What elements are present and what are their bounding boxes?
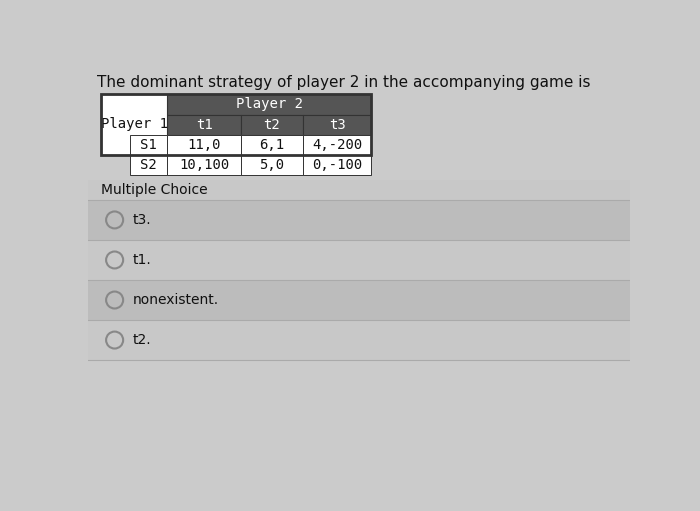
Text: The dominant strategy of player 2 in the accompanying game is: The dominant strategy of player 2 in the… bbox=[97, 75, 590, 90]
Bar bbox=[130, 155, 167, 175]
Text: t1: t1 bbox=[196, 118, 213, 132]
Text: Multiple Choice: Multiple Choice bbox=[102, 183, 208, 197]
Bar bbox=[102, 94, 371, 155]
Bar bbox=[102, 94, 167, 155]
Bar bbox=[167, 135, 241, 155]
Text: 6,1: 6,1 bbox=[260, 138, 284, 152]
Text: 5,0: 5,0 bbox=[260, 158, 284, 172]
Bar bbox=[167, 155, 241, 175]
Bar bbox=[88, 180, 630, 200]
Bar bbox=[88, 320, 630, 360]
Bar bbox=[303, 155, 371, 175]
Bar bbox=[241, 135, 303, 155]
Bar bbox=[241, 115, 303, 135]
Bar bbox=[241, 155, 303, 175]
Bar bbox=[167, 115, 241, 135]
Text: S2: S2 bbox=[140, 158, 157, 172]
Text: t2: t2 bbox=[264, 118, 280, 132]
Bar bbox=[303, 135, 371, 155]
Text: S1: S1 bbox=[140, 138, 157, 152]
Text: 4,-200: 4,-200 bbox=[312, 138, 362, 152]
Text: t1.: t1. bbox=[132, 253, 151, 267]
Bar bbox=[130, 135, 167, 155]
Bar bbox=[167, 94, 371, 115]
Text: t3: t3 bbox=[329, 118, 345, 132]
Text: 0,-100: 0,-100 bbox=[312, 158, 362, 172]
Bar bbox=[88, 240, 630, 280]
Text: Player 2: Player 2 bbox=[236, 98, 302, 111]
Text: t2.: t2. bbox=[132, 333, 151, 347]
Text: 10,100: 10,100 bbox=[179, 158, 230, 172]
Bar bbox=[88, 280, 630, 320]
Text: nonexistent.: nonexistent. bbox=[132, 293, 218, 307]
Text: 11,0: 11,0 bbox=[188, 138, 221, 152]
Text: Player 1: Player 1 bbox=[101, 118, 168, 131]
Text: t3.: t3. bbox=[132, 213, 151, 227]
Bar bbox=[88, 200, 630, 240]
Bar bbox=[303, 115, 371, 135]
